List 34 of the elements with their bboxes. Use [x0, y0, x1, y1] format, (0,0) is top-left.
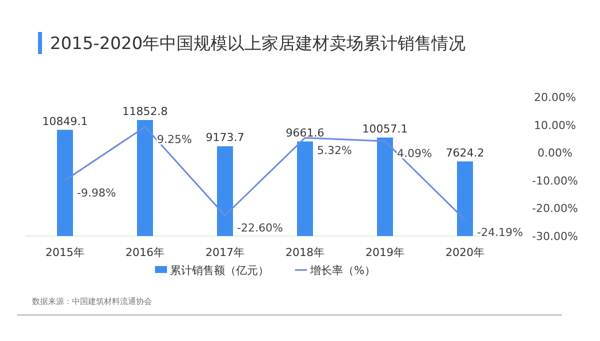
data-label: -9.98%: [77, 186, 116, 200]
y2-tick-label: -20.00%: [532, 202, 578, 216]
x-tick-label: 2019年: [366, 246, 404, 259]
x-tick-label: 2018年: [286, 246, 324, 259]
bar: [137, 120, 153, 236]
data-label: 11852.8: [122, 105, 168, 118]
data-label: -22.60%: [237, 221, 283, 234]
data-label: -24.19%: [477, 226, 523, 239]
y2-tick-label: -30.00%: [532, 230, 578, 243]
y2-tick-label: -10.00%: [532, 174, 578, 188]
data-label: 5.32%: [317, 144, 352, 157]
data-label: 7624.2: [446, 146, 484, 160]
data-label: 10849.1: [42, 114, 88, 128]
bar: [297, 141, 313, 236]
x-tick-label: 2016年: [126, 246, 164, 259]
data-label: 9.25%: [157, 132, 192, 146]
x-tick-label: 2020年: [446, 246, 484, 259]
bar: [217, 146, 233, 236]
y2-tick-label: 10.00%: [534, 118, 576, 132]
legend-label: 累计销售额（亿元）: [170, 264, 269, 277]
data-label: 10057.1: [362, 122, 408, 136]
data-label: 9173.7: [206, 131, 244, 144]
bar: [377, 138, 393, 236]
y2-tick-label: 0.00%: [538, 146, 572, 160]
bar: [57, 130, 73, 236]
x-tick-label: 2015年: [46, 246, 84, 259]
chart-title: 2015-2020年中国规模以上家居建材卖场累计销售情况: [50, 34, 466, 54]
data-label: 4.09%: [397, 147, 432, 160]
source-note: 数据来源：中国建筑材料流通协会: [32, 297, 152, 306]
legend-label: 增长率（%）: [309, 264, 376, 277]
bar: [457, 161, 473, 236]
x-tick-label: 2017年: [206, 246, 244, 259]
y2-tick-label: 20.00%: [534, 91, 576, 104]
data-label: 9661.6: [286, 126, 324, 140]
